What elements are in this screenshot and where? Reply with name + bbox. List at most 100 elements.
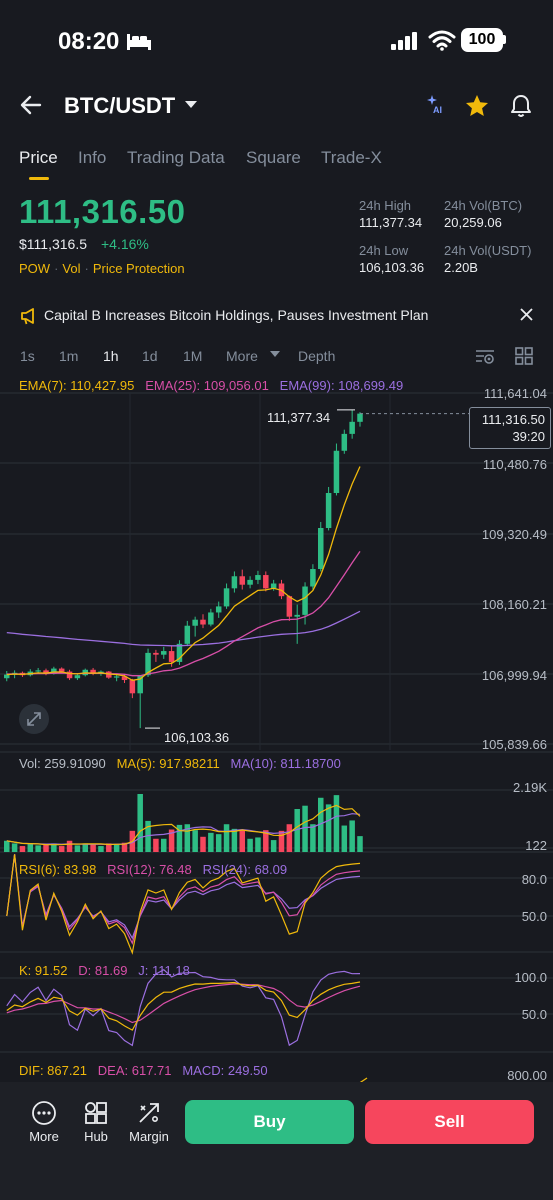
chart-settings-icon[interactable] — [474, 346, 496, 366]
volume-bar — [90, 844, 96, 852]
candle-body — [66, 671, 73, 679]
high-24h-label: 24h High — [359, 198, 412, 213]
interval-1h[interactable]: 1h — [103, 348, 119, 364]
sleep-mode-icon — [127, 34, 151, 50]
candle-body — [137, 675, 143, 694]
rsi-legend: RSI(6): 83.98 RSI(12): 76.48 RSI(24): 68… — [19, 862, 287, 877]
kdj-k-line — [6, 981, 361, 1031]
volume-ma5: MA(5): 917.98211 — [116, 756, 220, 771]
favorite-star-icon[interactable] — [464, 93, 490, 119]
candle-body — [239, 576, 245, 585]
candle-body — [43, 670, 49, 674]
pair-dropdown-caret-icon[interactable] — [185, 101, 197, 109]
price-axis-label: 109,320.49 — [481, 527, 547, 542]
volume-axis-bottom: 122 — [525, 838, 547, 853]
rsi12-value: RSI(12): 76.48 — [107, 862, 192, 877]
candle-body — [153, 652, 159, 655]
rsi-axis-bottom: 50.0 — [521, 909, 547, 924]
volume-bar — [231, 828, 238, 852]
depth-tab[interactable]: Depth — [298, 348, 336, 364]
current-price-tag: 111,316.50 39:20 — [469, 407, 551, 449]
wifi-icon — [428, 30, 456, 51]
margin-button[interactable]: Margin — [126, 1100, 172, 1144]
tab-square[interactable]: Square — [246, 148, 301, 167]
volume-bar — [286, 824, 293, 852]
candle-body — [161, 651, 167, 655]
hub-grid-icon — [85, 1102, 107, 1124]
macd-axis-top: 800.00 — [507, 1068, 547, 1083]
interval-1d[interactable]: 1d — [142, 348, 158, 364]
vol-btc-value: 20,259.06 — [444, 215, 502, 230]
price-axis-label: 111,641.04 — [483, 386, 547, 401]
close-icon[interactable] — [520, 308, 533, 321]
volume-bar — [113, 844, 120, 852]
notification-bell-icon[interactable] — [509, 93, 533, 119]
ema99-line — [6, 610, 361, 647]
ema7-line — [6, 466, 361, 681]
volume-bar — [318, 797, 324, 852]
hub-label: Hub — [84, 1129, 108, 1144]
kdj-axis-top: 100.0 — [514, 970, 547, 985]
volume-bar — [270, 840, 277, 852]
rsi12-line — [6, 854, 361, 945]
candle-body — [200, 619, 206, 625]
tag-vol[interactable]: Vol — [62, 261, 81, 276]
interval-1s[interactable]: 1s — [20, 348, 35, 364]
volume-bar — [208, 832, 214, 852]
candle-body — [310, 569, 316, 587]
candle-countdown: 39:20 — [512, 429, 545, 444]
back-arrow-icon[interactable] — [18, 92, 44, 118]
volume-bar — [223, 824, 230, 852]
buy-button[interactable]: Buy — [185, 1100, 354, 1144]
more-intervals-caret-icon[interactable] — [270, 351, 280, 358]
candlestick-chart[interactable] — [0, 375, 553, 1085]
volume-bar — [51, 843, 57, 852]
candle-body — [286, 596, 293, 617]
interval-1m[interactable]: 1m — [59, 348, 79, 364]
volume-bar — [35, 845, 41, 852]
volume-bar — [58, 846, 65, 852]
margin-label: Margin — [129, 1129, 169, 1144]
interval-1M[interactable]: 1M — [183, 348, 203, 364]
volume-bar — [255, 837, 261, 852]
volume-bar — [19, 846, 26, 852]
tab-price[interactable]: Price — [19, 148, 58, 167]
candle-body — [51, 668, 57, 674]
volume-axis-top: 2.19K — [513, 780, 547, 795]
tab-info[interactable]: Info — [78, 148, 107, 167]
tab-trading-data[interactable]: Trading Data — [127, 148, 225, 167]
tab-trade-x[interactable]: Trade-X — [321, 148, 382, 167]
tag-pow[interactable]: POW — [19, 261, 51, 276]
layout-grid-icon[interactable] — [514, 346, 534, 366]
rsi-axis-top: 80.0 — [521, 872, 547, 887]
cellular-signal-icon — [391, 32, 417, 50]
ai-sparkle-icon[interactable]: AI — [426, 94, 448, 116]
volume-bar — [349, 820, 355, 852]
volume-value: Vol: 259.91090 — [19, 756, 106, 771]
candle-body — [270, 583, 277, 589]
volume-bar — [310, 824, 316, 852]
pair-title[interactable]: BTC/USDT — [64, 93, 176, 118]
candle-body — [35, 670, 41, 672]
more-button[interactable]: More — [24, 1100, 64, 1144]
hub-button[interactable]: Hub — [76, 1100, 116, 1144]
more-label: More — [29, 1129, 59, 1144]
kdj-axis-bottom: 50.0 — [521, 1007, 547, 1022]
volume-bar — [184, 824, 191, 852]
candle-body — [302, 586, 308, 615]
sell-button[interactable]: Sell — [365, 1100, 534, 1144]
volume-bar — [278, 830, 285, 852]
last-price: 111,316.50 — [19, 193, 186, 230]
kdj-j-line — [6, 968, 361, 1047]
tag-price-protection[interactable]: Price Protection — [92, 261, 185, 276]
interval-more[interactable]: More — [226, 348, 258, 364]
volume-ma5-line — [6, 804, 361, 846]
news-headline[interactable]: Capital B Increases Bitcoin Holdings, Pa… — [44, 307, 429, 323]
fullscreen-button[interactable] — [19, 704, 49, 734]
ema99-value: EMA(99): 108,699.49 — [279, 378, 404, 393]
rsi24-value: RSI(24): 68.09 — [202, 862, 288, 877]
usd-price: $111,316.5 — [19, 236, 87, 252]
volume-bar — [98, 846, 104, 852]
low-annotation: 106,103.36 — [164, 730, 230, 745]
volume-bar — [106, 843, 112, 852]
